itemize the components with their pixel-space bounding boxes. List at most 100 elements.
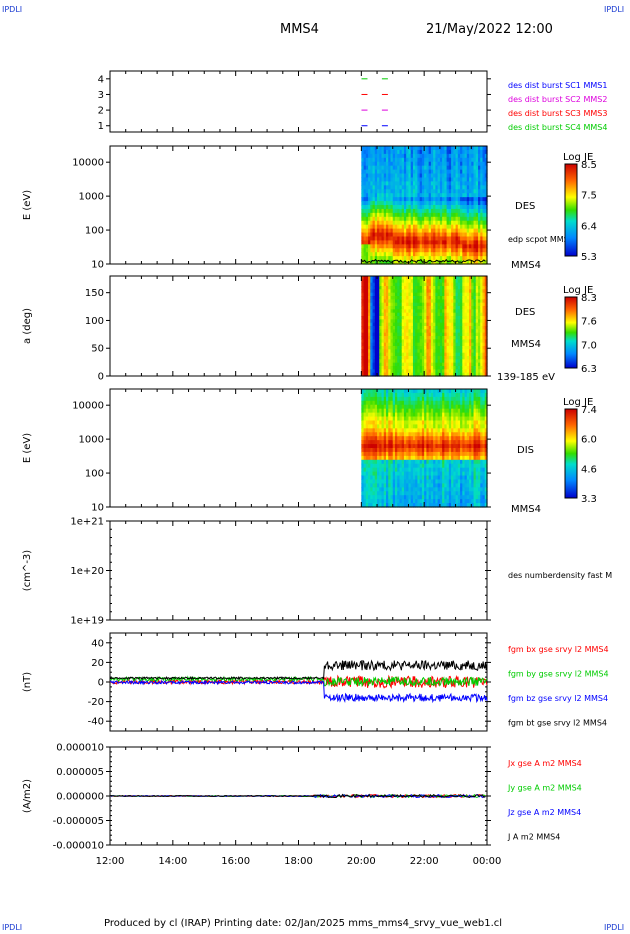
spectrogram-cell [372,319,376,324]
spectrogram-cell [412,292,416,297]
spectrogram-cell [446,412,450,418]
spectrogram-cell [482,322,486,327]
spectrogram-cell [444,177,448,182]
spectrogram-cell [478,173,481,179]
spectrogram-cell [437,416,441,422]
spectrogram-cell [381,319,385,324]
spectrogram-cell [368,451,371,457]
spectrogram-cell [457,332,461,337]
spectrogram-cell [473,189,477,194]
spectrogram-cell [464,339,468,344]
spectrogram-cell [417,220,421,226]
spectrogram-cell [424,479,428,484]
spectrogram-cell [437,326,441,330]
spectrogram-cell [386,260,389,265]
spectrogram-cell [448,369,452,374]
spectrogram-cell [480,149,484,155]
spectrogram-cell [471,306,475,310]
spectrogram-cell [412,451,416,457]
spectrogram-cell [377,181,380,186]
spectrogram-cell [392,149,396,155]
spectrogram-cell [457,292,461,297]
spectrogram-cell [430,459,434,465]
spectrogram-cell [433,491,436,496]
spectrogram-cell [381,467,385,473]
spectrogram-cell [455,224,459,230]
spectrogram-cell [442,322,445,327]
spectrogram-cell [480,224,484,230]
spectrogram-cell [482,260,486,265]
spectrogram-cell [399,216,403,222]
spectrogram-cell [397,451,401,457]
spectrogram-cell [482,177,486,182]
spectrogram-cell [448,463,452,469]
spectrogram-cell [412,448,416,453]
spectrogram-cell [451,359,454,364]
spectrogram-cell [426,346,430,350]
spectrogram-cell [424,309,428,314]
spectrogram-cell [473,224,477,230]
spectrogram-cell [424,349,428,354]
spectrogram-cell [478,352,481,357]
spectrogram-cell [370,499,374,504]
spectrogram-cell [392,416,396,422]
spectrogram-cell [437,173,441,179]
spectrogram-cell [419,296,423,300]
spectrogram-cell [464,169,468,175]
spectrogram-cell [365,369,369,374]
spectrogram-cell [372,302,376,307]
spectrogram-cell [446,329,450,334]
spectrogram-cell [453,181,457,186]
spectrogram-cell [424,359,428,364]
spectrogram-cell [480,236,484,241]
spectrogram-cell [453,436,457,441]
spectrogram-cell [464,451,468,457]
spectrogram-cell [482,339,486,344]
spectrogram-cell [361,346,365,350]
spectrogram-cell [392,296,396,300]
spectrogram-cell [377,479,380,484]
spectrogram-cell [471,220,475,226]
spectrogram-cell [368,432,371,437]
spectrogram-cell [475,224,479,230]
spectrogram-cell [484,372,488,377]
spectrogram-cell [426,316,430,320]
spectrogram-cell [368,205,371,210]
spectrogram-cell [415,369,419,374]
spectrogram-cell [428,359,432,364]
spectrogram-cell [466,201,470,206]
spectrogram-cell [484,276,488,280]
spectrogram-cell [370,189,374,194]
spectrogram-cell [471,212,475,218]
spectrogram-cell [428,276,432,280]
spectrogram-cell [419,165,423,171]
spectrogram-cell [442,197,445,202]
spectrogram-cell [446,359,450,364]
spectrogram-cell [480,157,484,163]
spectrogram-cell [446,326,450,330]
spectrogram-cell [428,197,432,202]
spectrogram-cell [469,289,472,294]
spectrogram-cell [406,336,410,340]
spectrogram-cell [372,475,376,481]
spectrogram-cell [462,157,466,163]
spectrogram-cell [430,146,434,151]
spectrogram-cell [374,224,378,230]
spectrogram-cell [442,428,445,433]
spectrogram-cell [433,404,436,410]
spectrogram-cell [361,306,365,310]
spectrogram-cell [439,326,443,330]
spectrogram-cell [379,396,383,402]
spectrogram-cell [379,197,383,202]
spectrogram-cell [374,448,378,453]
spectrogram-cell [379,487,383,492]
spectrogram-cell [377,463,380,469]
spectrogram-cell [406,432,410,437]
spectrogram-cell [435,483,439,488]
spectrogram-cell [397,372,401,377]
spectrogram-cell [377,232,380,238]
spectrogram-cell [386,157,389,163]
spectrogram-cell [444,487,448,492]
spectrogram-cell [386,282,389,287]
spectrogram-cell [383,220,387,226]
